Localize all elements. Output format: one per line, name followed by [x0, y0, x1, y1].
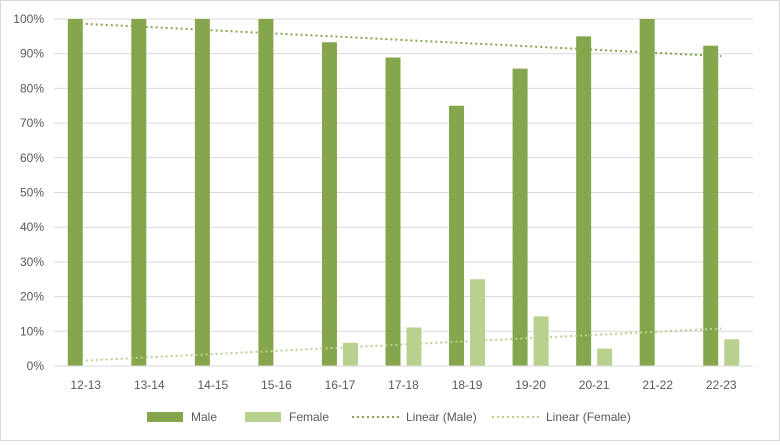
bar-male-15-16	[258, 19, 274, 366]
x-tick-label: 16-17	[325, 378, 356, 392]
legend-item-female: Female	[245, 410, 329, 424]
bar-female-17-18	[406, 327, 422, 366]
bar-male-14-15	[194, 19, 210, 366]
gridlines	[54, 18, 753, 332]
y-tick-label: 20%	[20, 290, 44, 304]
legend: Male Female Linear (Male) Linear (Female)	[147, 410, 631, 424]
bar-female-19-20	[533, 316, 549, 366]
trendlines	[85, 22, 722, 362]
legend-swatch	[245, 412, 281, 422]
x-tick-label: 12-13	[70, 378, 101, 392]
y-tick-label: 50%	[20, 186, 44, 200]
x-tick-label: 15-16	[261, 378, 292, 392]
x-tick-label: 22-23	[706, 378, 737, 392]
bar-male-17-18	[385, 57, 401, 366]
bar-female-20-21	[597, 348, 613, 366]
x-tick-label: 14-15	[198, 378, 229, 392]
bar-male-18-19	[449, 105, 465, 366]
x-tick-label: 13-14	[134, 378, 165, 392]
x-tick-label: 20-21	[579, 378, 610, 392]
trendline-linear-female	[85, 327, 722, 362]
y-tick-label: 30%	[20, 255, 44, 269]
bar-female-22-23	[724, 339, 740, 366]
x-axis: 12-13 13-14 14-15 15-16 16-17 17-18 18-19 19-20…	[70, 378, 736, 392]
bar-male-16-17	[321, 42, 337, 367]
bar-female-18-19	[470, 279, 486, 366]
y-tick-label: 70%	[20, 116, 44, 130]
legend-swatch	[147, 412, 183, 422]
legend-item-linear-female: Linear (Female)	[492, 410, 631, 424]
legend-label: Linear (Female)	[546, 410, 631, 424]
x-tick-label: 17-18	[388, 378, 419, 392]
legend-item-linear-male: Linear (Male)	[352, 410, 477, 424]
legend-label: Female	[289, 410, 329, 424]
legend-item-male: Male	[147, 410, 217, 424]
x-tick-label: 18-19	[452, 378, 483, 392]
bar-male-22-23	[703, 45, 719, 367]
bars	[67, 19, 740, 367]
y-tick-label: 100%	[13, 12, 44, 26]
bar-female-16-17	[342, 342, 358, 366]
y-tick-label: 0%	[27, 359, 45, 373]
bar-male-20-21	[576, 36, 592, 366]
y-tick-label: 10%	[20, 324, 44, 338]
x-tick-label: 21-22	[642, 378, 673, 392]
legend-label: Male	[191, 410, 217, 424]
y-tick-label: 60%	[20, 151, 44, 165]
trendline-linear-male	[85, 22, 722, 58]
bar-male-12-13	[67, 19, 83, 366]
y-tick-label: 40%	[20, 220, 44, 234]
y-axis: 0% 10% 20% 30% 40% 50% 60% 70% 80% 90% 100%	[13, 12, 44, 373]
bar-male-21-22	[639, 19, 655, 366]
x-tick-label: 19-20	[515, 378, 546, 392]
bar-male-13-14	[131, 19, 147, 366]
y-tick-label: 90%	[20, 47, 44, 61]
bar-male-19-20	[512, 68, 528, 366]
legend-label: Linear (Male)	[406, 410, 477, 424]
y-tick-label: 80%	[20, 81, 44, 95]
